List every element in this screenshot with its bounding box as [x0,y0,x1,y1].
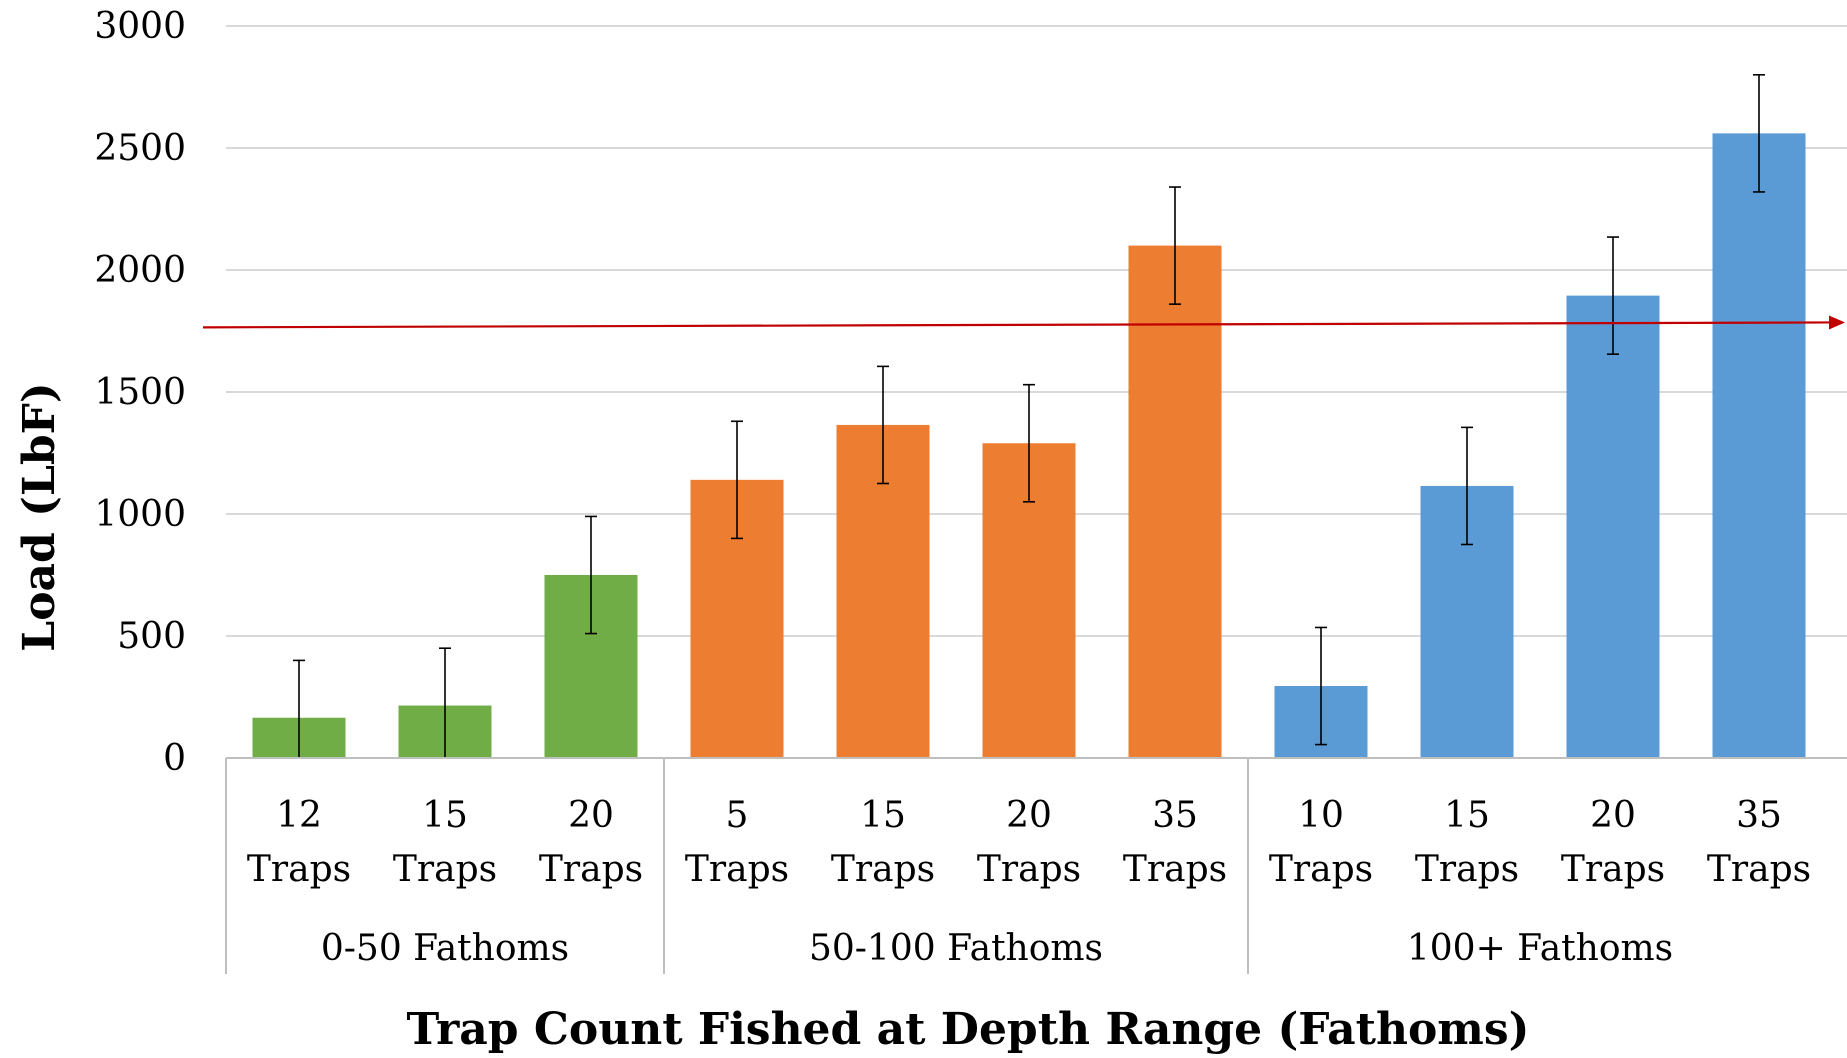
y-tick-label: 1500 [94,372,186,413]
error-bar [1023,383,1035,503]
x-tick-unit-label: Traps [1561,849,1665,890]
x-tick-count-label: 20 [568,795,614,836]
x-tick-unit-label: Traps [1415,849,1519,890]
error-bar [293,659,305,758]
error-bars [293,74,1765,758]
error-bar [1315,626,1327,746]
x-tick-count-label: 35 [1152,795,1198,836]
bar [1128,245,1222,759]
x-axis-title: Trap Count Fished at Depth Range (Fathom… [407,1004,1530,1055]
error-bar [1607,236,1619,355]
x-tick-unit-label: Traps [977,849,1081,890]
y-tick-label: 1000 [94,494,186,535]
x-group-label: 50-100 Fathoms [809,928,1103,969]
x-tick-unit-label: Traps [539,849,643,890]
y-tick-label: 0 [163,738,186,779]
error-bar [1169,186,1181,305]
x-group-label: 100+ Fathoms [1407,928,1673,969]
error-bar [585,515,597,635]
x-tick-unit-label: Traps [1123,849,1227,890]
error-bar [1753,74,1765,193]
x-tick-count-label: 20 [1590,795,1636,836]
y-axis-title: Load (LbF) [14,382,65,651]
reference-line-arrowhead [1829,315,1845,330]
error-bar [877,365,889,485]
x-tick-count-label: 15 [860,795,906,836]
y-axis-tick-labels: 0 500 1000 1500 2000 2500 3000 [94,6,186,779]
error-bar [1461,426,1473,546]
error-bar [731,420,743,540]
x-tick-unit-label: Traps [685,849,789,890]
y-tick-label: 500 [117,616,186,657]
x-tick-count-label: 12 [276,795,322,836]
error-bar [439,647,451,758]
x-tick-count-label: 15 [422,795,468,836]
x-tick-count-label: 35 [1736,795,1782,836]
x-tick-unit-label: Traps [1269,849,1373,890]
y-tick-label: 3000 [94,6,186,47]
x-tick-unit-label: Traps [247,849,351,890]
x-tick-count-label: 15 [1444,795,1490,836]
x-tick-count-label: 5 [726,795,749,836]
x-tick-count-label: 20 [1006,795,1052,836]
x-group-label: 0-50 Fathoms [321,928,569,969]
x-tick-unit-label: Traps [831,849,935,890]
x-tick-count-label: 10 [1298,795,1344,836]
x-axis: 12 Traps 15 Traps 20 Traps 0-50 Fathoms 5 Traps 1… [225,757,1847,974]
y-tick-label: 2500 [94,128,186,169]
reference-line-stroke [202,321,1831,329]
y-tick-label: 2000 [94,250,186,291]
bar [1712,133,1806,759]
reference-line [202,315,1845,330]
bars [252,133,1806,759]
bar [1566,295,1660,758]
x-tick-unit-label: Traps [393,849,497,890]
x-tick-unit-label: Traps [1707,849,1811,890]
